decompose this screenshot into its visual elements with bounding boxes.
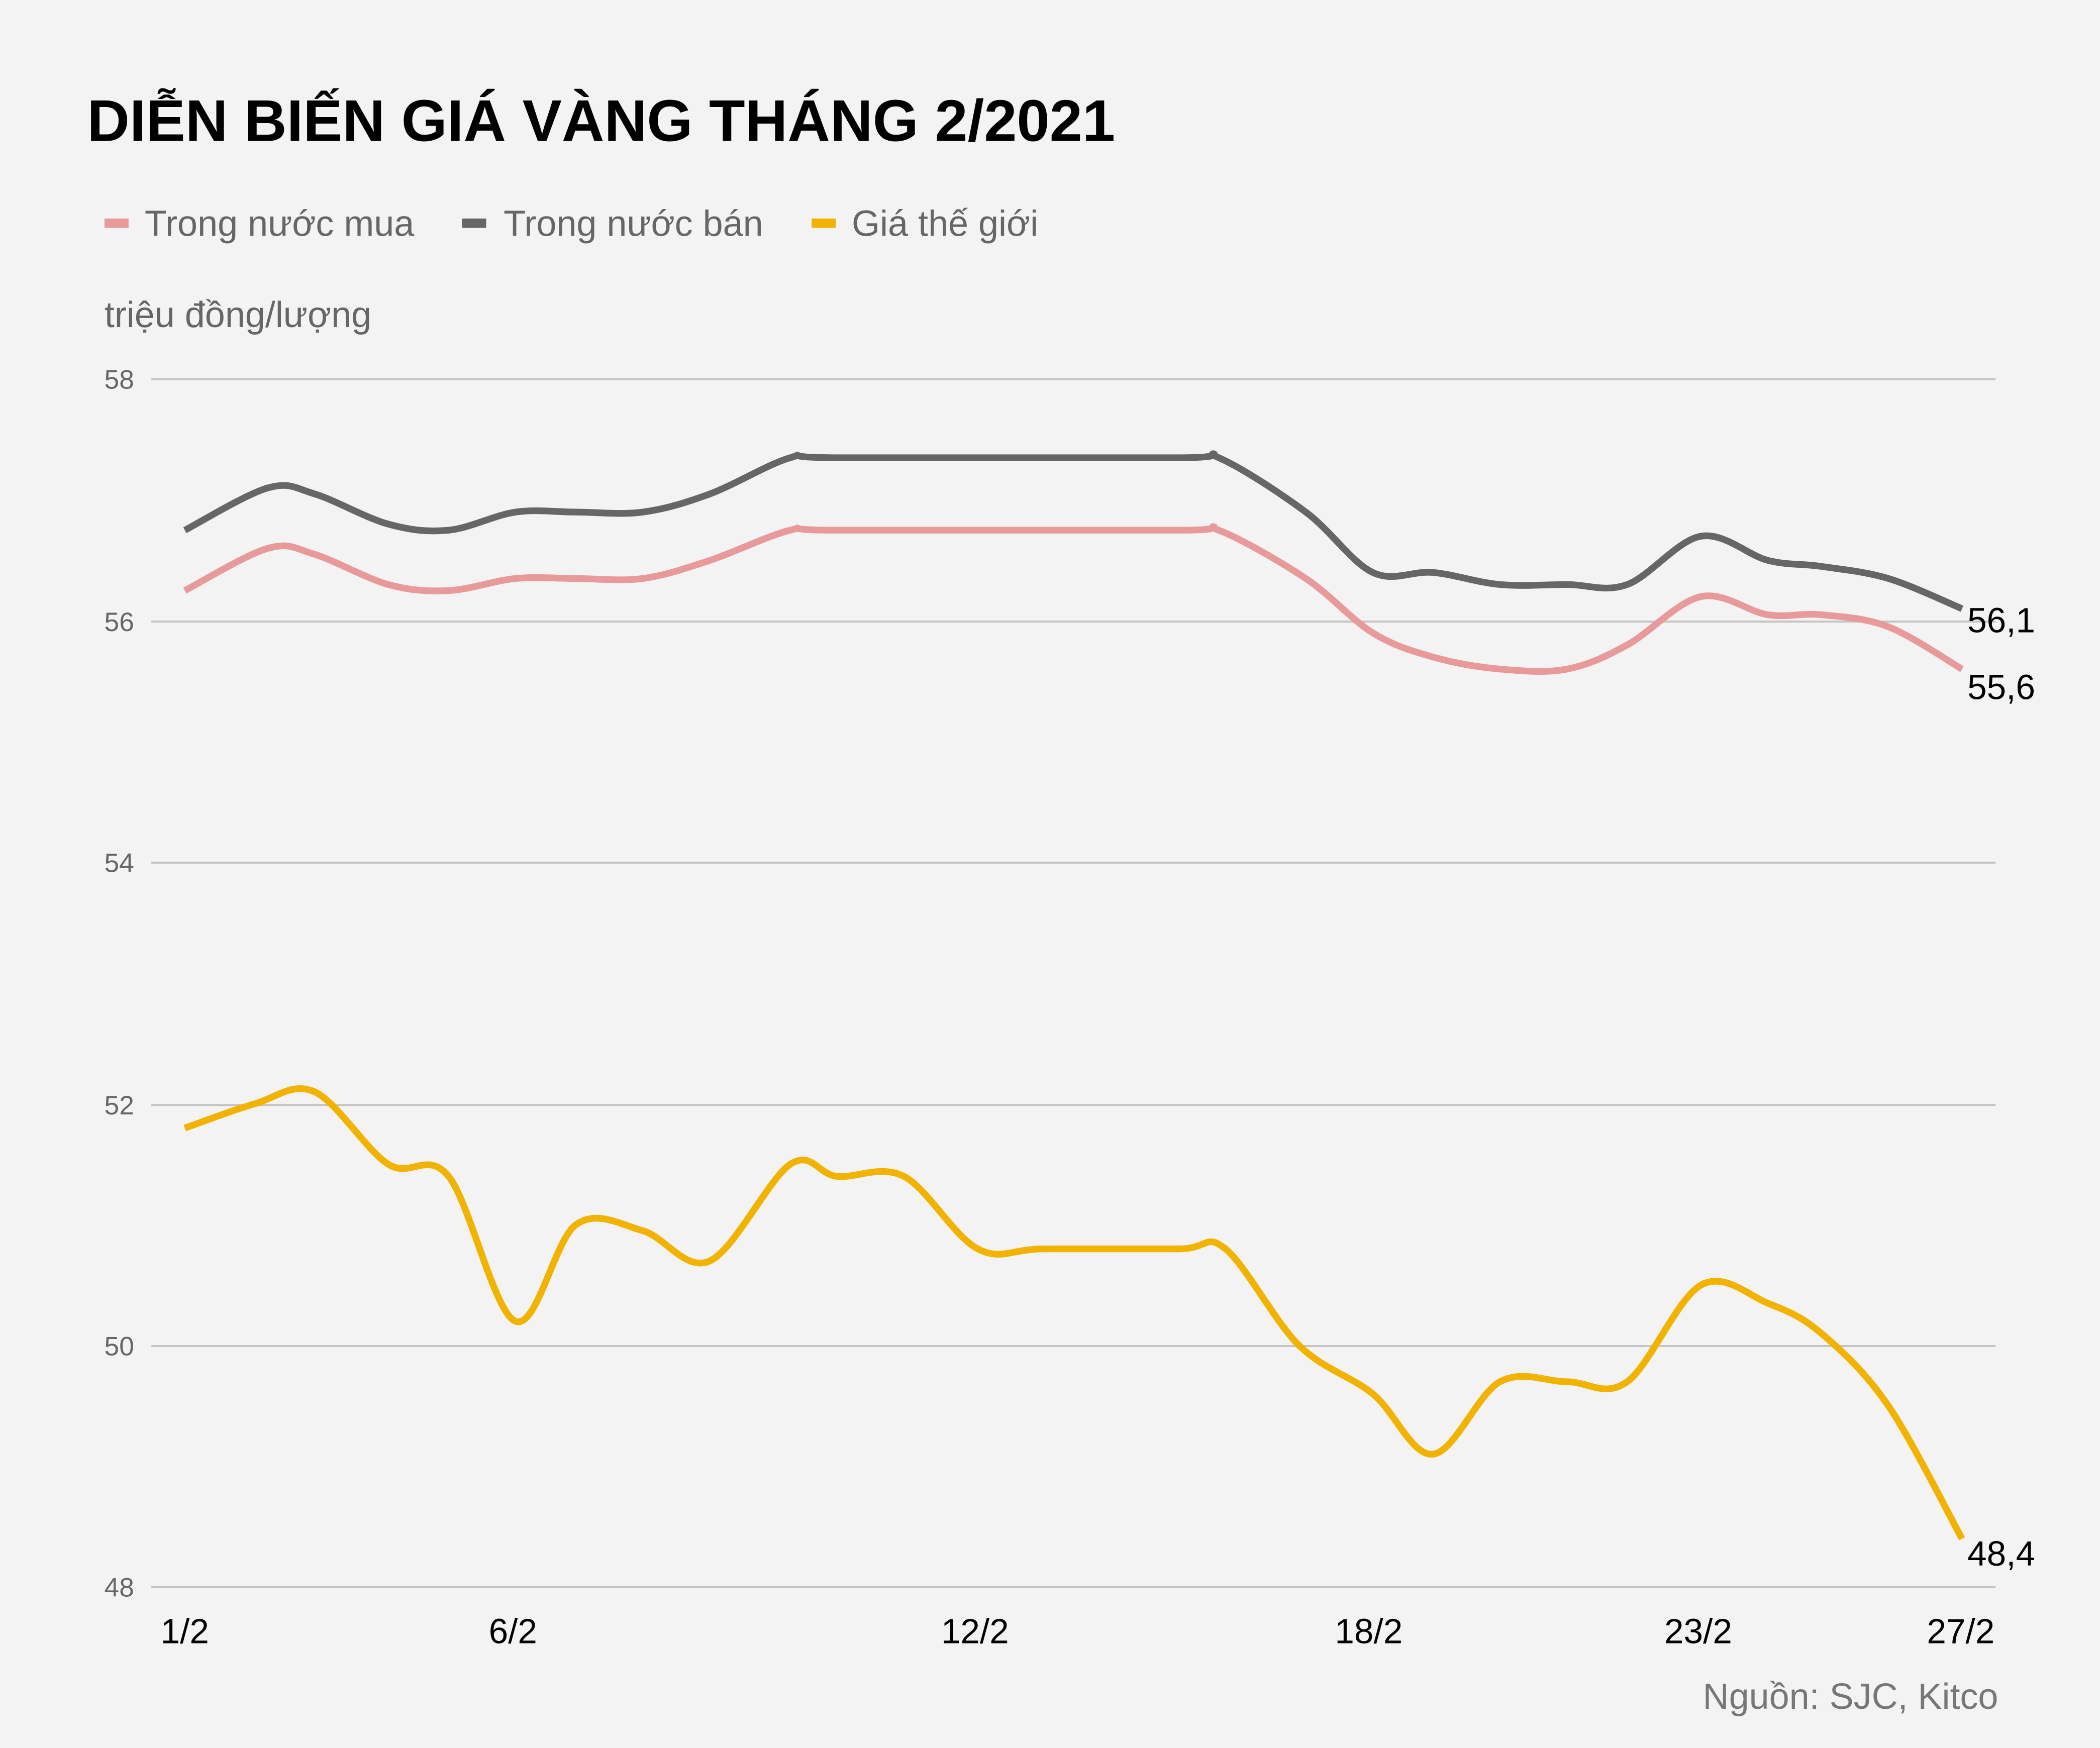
source-note: Nguồn: SJC, Kitco bbox=[1703, 1677, 1998, 1717]
legend-item-ban[interactable]: Trong nước bán bbox=[462, 204, 763, 244]
x-tick: 1/2 bbox=[161, 1612, 209, 1651]
line-trong-nuoc-ban bbox=[183, 450, 1964, 612]
y-tick: 52 bbox=[105, 1091, 134, 1120]
x-tick: 12/2 bbox=[941, 1612, 1009, 1651]
legend-label-ban: Trong nước bán bbox=[504, 204, 763, 244]
end-label-ban: 56,1 bbox=[1967, 600, 2035, 640]
legend-swatch-mua bbox=[104, 218, 129, 228]
line-gia-the-gioi bbox=[183, 1085, 1965, 1540]
unit-label: triệu đồng/lượng bbox=[105, 295, 371, 335]
legend: Trong nước mua Trong nước bán Giá thế gi… bbox=[104, 204, 1038, 244]
chart-title: DIỄN BIẾN GIÁ VÀNG THÁNG 2/2021 bbox=[87, 87, 1115, 153]
legend-swatch-the-gioi bbox=[812, 218, 836, 228]
y-tick: 50 bbox=[105, 1332, 134, 1362]
y-tick: 54 bbox=[105, 849, 134, 878]
legend-label-the-gioi: Giá thế giới bbox=[852, 204, 1038, 244]
legend-swatch-ban bbox=[462, 218, 486, 228]
y-axis: 58 56 54 52 50 48 bbox=[105, 365, 134, 1602]
x-tick: 18/2 bbox=[1335, 1612, 1403, 1651]
legend-item-the-gioi[interactable]: Giá thế giới bbox=[812, 204, 1038, 244]
end-label-mua: 55,6 bbox=[1967, 668, 2035, 707]
x-axis: 1/2 6/2 12/2 18/2 23/2 27/2 bbox=[161, 1612, 1995, 1651]
y-tick: 48 bbox=[105, 1573, 134, 1602]
legend-item-mua[interactable]: Trong nước mua bbox=[104, 204, 415, 244]
gridlines bbox=[151, 378, 1996, 1588]
x-tick: 6/2 bbox=[489, 1612, 537, 1651]
legend-label-mua: Trong nước mua bbox=[145, 204, 415, 244]
line-trong-nuoc-mua bbox=[183, 523, 1964, 675]
y-tick: 56 bbox=[105, 607, 134, 637]
x-tick: 23/2 bbox=[1664, 1612, 1732, 1651]
y-tick: 58 bbox=[105, 365, 134, 394]
x-tick: 27/2 bbox=[1927, 1612, 1994, 1651]
end-label-the-gioi: 48,4 bbox=[1967, 1534, 2035, 1573]
